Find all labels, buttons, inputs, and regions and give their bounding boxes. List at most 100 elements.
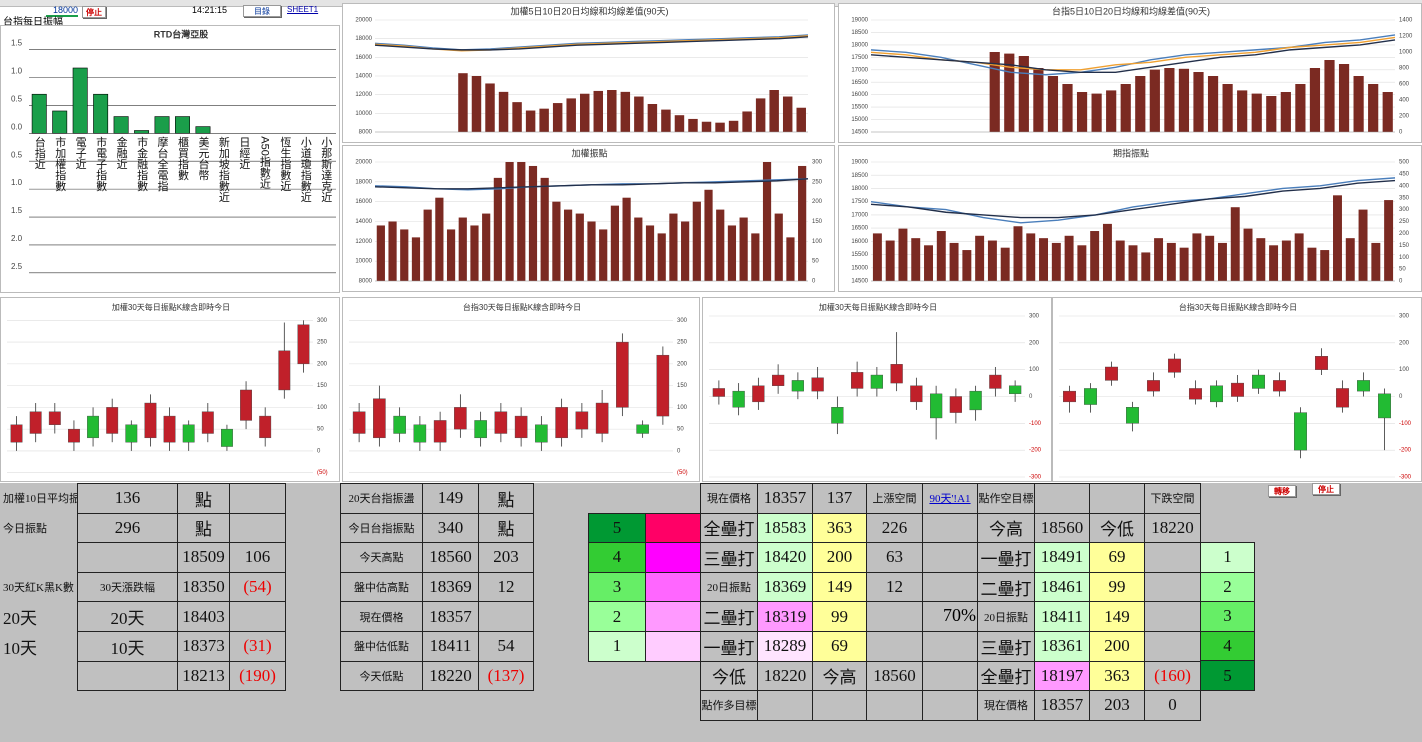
- y-tick-label: 16500: [851, 80, 868, 86]
- y-tick-label: 16000: [851, 92, 868, 98]
- bar: [1205, 235, 1215, 281]
- y2-tick-label: 350: [1399, 195, 1410, 201]
- bar: [1320, 250, 1330, 281]
- bar: [1384, 200, 1394, 281]
- candle-body: [240, 389, 252, 421]
- table-cell: [1144, 542, 1201, 573]
- bar: [458, 73, 468, 132]
- candle-body: [1357, 380, 1371, 392]
- bar: [727, 225, 737, 281]
- transfer-button[interactable]: 轉移: [1268, 485, 1296, 497]
- table-cell: 18357: [1034, 690, 1090, 721]
- table-cell: 200: [812, 542, 867, 573]
- y-tick-label: 150: [317, 383, 328, 389]
- table-cell: [866, 690, 923, 721]
- chart: 期指振點 14500 15000 15500 16000 16500 17000 17500 1…: [838, 145, 1422, 292]
- table-cell: 三壘打: [977, 631, 1035, 662]
- bar: [400, 229, 409, 281]
- sheet-link[interactable]: SHEET1: [287, 5, 319, 14]
- bar: [1064, 235, 1074, 281]
- table-cell: [645, 601, 701, 632]
- table-cell: 54: [478, 631, 534, 662]
- bar: [493, 177, 502, 281]
- bar: [539, 108, 549, 132]
- candle-body: [850, 372, 864, 389]
- table-cell: 99: [1089, 571, 1145, 603]
- candle-body: [1167, 358, 1181, 373]
- y-tick-label: 14500: [851, 130, 868, 136]
- table-cell: 4: [1200, 630, 1255, 662]
- category-label: 櫃買指數: [177, 135, 190, 181]
- table-cell: [1034, 483, 1090, 514]
- y-tick-label: 10000: [355, 111, 372, 117]
- cell-link[interactable]: 90天'!A1: [922, 483, 978, 514]
- y2-tick-label: 300: [812, 160, 823, 166]
- y2-tick-label: 1200: [1399, 34, 1413, 40]
- bar: [782, 96, 793, 132]
- table-cell: 63: [866, 542, 923, 573]
- stop-button[interactable]: 停止: [82, 6, 106, 18]
- bar: [1207, 76, 1219, 132]
- bar: [751, 233, 760, 281]
- line-series: [374, 36, 809, 51]
- bar: [446, 229, 456, 281]
- bar: [563, 209, 573, 281]
- table-cell: 149: [1089, 601, 1145, 632]
- bar: [471, 76, 482, 132]
- y-tick-label: 200: [1399, 340, 1410, 346]
- candle-body: [890, 364, 903, 384]
- table-cell: [922, 631, 978, 662]
- bar: [987, 240, 997, 281]
- candle-body: [1105, 366, 1119, 381]
- table-cell: 18357: [422, 601, 479, 632]
- bar: [1154, 238, 1164, 281]
- table-cell: 106: [229, 542, 286, 573]
- table-cell: [229, 483, 286, 514]
- candle-body: [1272, 380, 1286, 392]
- table-cell: 10天: [3, 638, 37, 658]
- table-cell: 30天紅K黑K數: [3, 582, 74, 595]
- bar: [1115, 240, 1125, 281]
- table-cell: 363: [812, 512, 867, 544]
- candle-body: [1084, 388, 1098, 405]
- bar: [52, 110, 68, 134]
- chart-title: 加權30天每日振點K線含即時今日: [819, 302, 937, 312]
- bar: [1230, 207, 1240, 281]
- candle-body: [1009, 385, 1022, 395]
- table-cell: 18220: [422, 660, 479, 692]
- bar: [620, 91, 631, 132]
- candle-body: [182, 424, 195, 443]
- table-cell: 2: [588, 601, 646, 632]
- table-cell: 今高: [977, 512, 1035, 544]
- candle-body: [514, 415, 528, 439]
- bar: [704, 189, 713, 281]
- table-cell: 137: [812, 483, 867, 514]
- bar: [1251, 93, 1262, 132]
- candle-body: [144, 402, 157, 439]
- menu-button[interactable]: 目錄: [243, 5, 281, 17]
- candle-body: [811, 377, 824, 392]
- candle-body: [393, 415, 406, 434]
- bar: [762, 162, 772, 281]
- bar: [681, 221, 690, 281]
- bar: [1256, 238, 1266, 281]
- table-cell: [229, 512, 286, 544]
- y2-tick-label: 450: [1399, 171, 1410, 177]
- table-cell: [812, 690, 867, 721]
- table-cell: [77, 542, 178, 573]
- table-cell: 18403: [177, 601, 230, 632]
- stop-button[interactable]: 停止: [1312, 483, 1340, 495]
- bar: [1039, 238, 1049, 281]
- bar: [786, 237, 795, 281]
- bar: [1062, 84, 1073, 132]
- bar: [898, 228, 908, 281]
- candle-body: [831, 407, 844, 424]
- bar: [962, 250, 972, 281]
- table-cell: 全壘打: [700, 512, 758, 544]
- bar: [1358, 209, 1368, 281]
- table-cell: 18350: [177, 571, 230, 603]
- y-tick-label: 16000: [851, 239, 868, 245]
- y-tick-label: 12000: [355, 92, 372, 98]
- candle-body: [1315, 356, 1329, 370]
